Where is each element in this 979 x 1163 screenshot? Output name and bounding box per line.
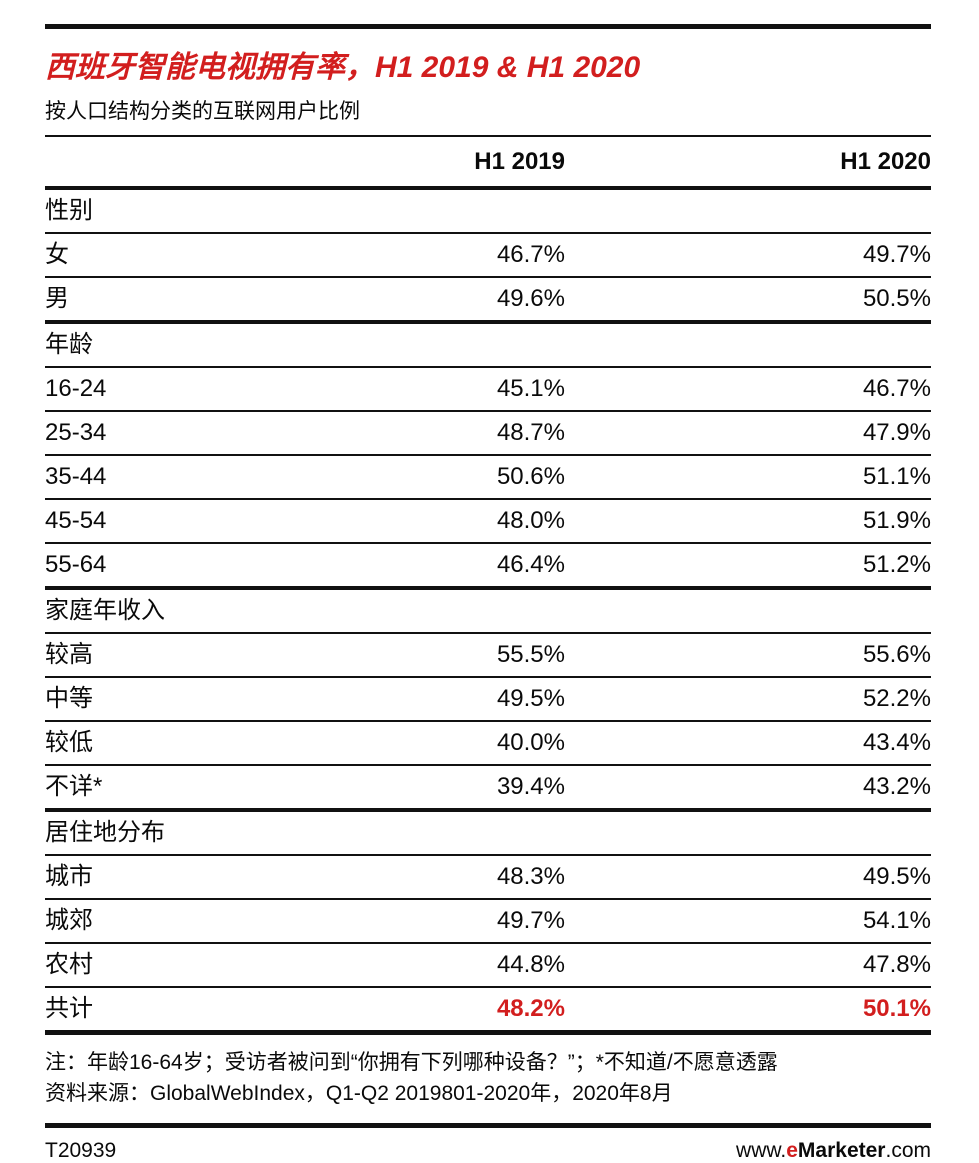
total-value-h1-2019: 48.2%: [496, 995, 565, 1022]
row-label: 中等: [45, 685, 93, 712]
table-row: 城市 48.3% 49.5%: [45, 856, 931, 900]
column-header-row: H1 2019 H1 2020: [45, 137, 931, 190]
value-h1-2019: 44.8%: [496, 951, 565, 978]
chart-title: 西班牙智能电视拥有率，H1 2019 & H1 2020: [45, 51, 641, 84]
value-h1-2020: 51.2%: [862, 551, 931, 578]
site-suffix: .com: [885, 1139, 931, 1162]
row-label: 16-24: [45, 375, 107, 402]
section-header-row: 性别: [45, 190, 931, 234]
value-h1-2020: 50.5%: [862, 285, 931, 312]
top-rule: [45, 24, 931, 29]
section-label: 年龄: [45, 331, 93, 358]
table-row: 较低 40.0% 43.4%: [45, 722, 931, 766]
table-row: 55-64 46.4% 51.2%: [45, 544, 931, 590]
value-h1-2019: 40.0%: [496, 729, 565, 756]
row-label: 女: [45, 241, 69, 268]
row-label: 25-34: [45, 419, 107, 446]
table-row: 25-34 48.7% 47.9%: [45, 412, 931, 456]
table-row: 城郊 49.7% 54.1%: [45, 900, 931, 944]
value-h1-2019: 46.4%: [496, 551, 565, 578]
row-label: 45-54: [45, 507, 107, 534]
section-label: 居住地分布: [45, 819, 165, 846]
value-h1-2020: 43.4%: [862, 729, 931, 756]
value-h1-2020: 51.1%: [862, 463, 931, 490]
value-h1-2019: 49.5%: [496, 685, 565, 712]
value-h1-2020: 46.7%: [862, 375, 931, 402]
value-h1-2019: 48.3%: [496, 863, 565, 890]
note-line: 注：年龄16-64岁；受访者被问到“你拥有下列哪种设备？”；*不知道/不愿意透露: [45, 1051, 778, 1074]
total-label: 共计: [45, 995, 93, 1022]
value-h1-2019: 45.1%: [496, 375, 565, 402]
table-row: 16-24 45.1% 46.7%: [45, 368, 931, 412]
row-label: 男: [45, 285, 69, 312]
value-h1-2020: 47.9%: [862, 419, 931, 446]
table-row: 中等 49.5% 52.2%: [45, 678, 931, 722]
emarketer-logo: www.eMarketer.com: [736, 1139, 931, 1163]
row-label: 城郊: [45, 907, 93, 934]
row-label: 35-44: [45, 463, 107, 490]
site-prefix: www.: [736, 1139, 787, 1162]
table-row: 女 46.7% 49.7%: [45, 234, 931, 278]
value-h1-2020: 49.5%: [862, 863, 931, 890]
table-row: 男 49.6% 50.5%: [45, 278, 931, 324]
section-label: 家庭年收入: [45, 597, 165, 624]
total-value-h1-2020: 50.1%: [862, 995, 931, 1022]
column-header-h1-2020: H1 2020: [840, 148, 931, 175]
value-h1-2020: 54.1%: [862, 907, 931, 934]
site-name: Marketer: [797, 1139, 886, 1162]
value-h1-2020: 43.2%: [862, 773, 931, 800]
value-h1-2019: 49.7%: [496, 907, 565, 934]
site-e: e: [786, 1139, 798, 1162]
row-label: 较高: [45, 641, 93, 668]
section-label: 性别: [45, 197, 93, 224]
column-header-h1-2019: H1 2019: [474, 148, 565, 175]
column-header-spacer: [45, 148, 345, 176]
value-h1-2019: 55.5%: [496, 641, 565, 668]
footnotes: 注：年龄16-64岁；受访者被问到“你拥有下列哪种设备？”；*不知道/不愿意透露…: [45, 1035, 931, 1128]
total-row: 共计 48.2% 50.1%: [45, 988, 931, 1035]
row-label: 55-64: [45, 551, 107, 578]
value-h1-2019: 50.6%: [496, 463, 565, 490]
row-label: 较低: [45, 729, 93, 756]
table-body: 性别女 46.7% 49.7% 男 49.6% 50.5% 年龄 16-24 45.1% 46.7…: [45, 190, 931, 1035]
row-label: 农村: [45, 951, 93, 978]
table-row: 不详* 39.4% 43.2%: [45, 766, 931, 812]
table-row: 45-54 48.0% 51.9%: [45, 500, 931, 544]
row-label: 城市: [45, 863, 93, 890]
source-line: 资料来源：GlobalWebIndex，Q1-Q2 2019801-2020年，…: [45, 1082, 673, 1105]
value-h1-2020: 51.9%: [862, 507, 931, 534]
value-h1-2020: 47.8%: [862, 951, 931, 978]
value-h1-2020: 55.6%: [862, 641, 931, 668]
table-row: 较高 55.5% 55.6%: [45, 634, 931, 678]
row-label: 不详*: [45, 773, 103, 800]
value-h1-2020: 49.7%: [862, 241, 931, 268]
table-row: 农村 44.8% 47.8%: [45, 944, 931, 988]
section-header-row: 家庭年收入: [45, 590, 931, 634]
value-h1-2019: 46.7%: [496, 241, 565, 268]
table-row: 35-44 50.6% 51.1%: [45, 456, 931, 500]
section-header-row: 年龄: [45, 324, 931, 368]
chart-id: T20939: [45, 1139, 117, 1162]
value-h1-2019: 48.0%: [496, 507, 565, 534]
footer: T20939 www.eMarketer.com: [45, 1128, 931, 1163]
value-h1-2019: 39.4%: [496, 773, 565, 800]
chart-page: 西班牙智能电视拥有率，H1 2019 & H1 2020 按人口结构分类的互联网…: [45, 24, 931, 1163]
value-h1-2020: 52.2%: [862, 685, 931, 712]
value-h1-2019: 48.7%: [496, 419, 565, 446]
value-h1-2019: 49.6%: [496, 285, 565, 312]
section-header-row: 居住地分布: [45, 812, 931, 856]
chart-subtitle: 按人口结构分类的互联网用户比例: [45, 95, 931, 137]
